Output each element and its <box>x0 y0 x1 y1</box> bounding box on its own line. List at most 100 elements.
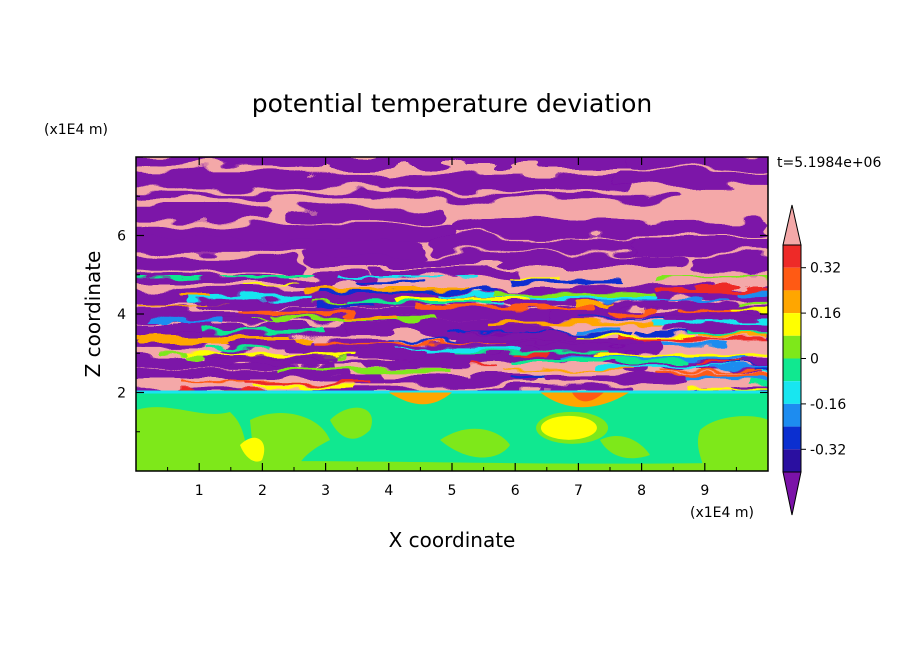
x-tick-label: 1 <box>195 483 204 499</box>
mixing-band <box>663 323 768 330</box>
mixing-band <box>767 333 768 340</box>
colorbar-min-arrow <box>782 471 802 516</box>
mixing-band <box>329 359 409 364</box>
mixing-filament <box>752 368 768 372</box>
band-segment <box>136 171 391 187</box>
band-segment <box>378 174 634 189</box>
band-segment <box>284 208 447 224</box>
colorbar-max-arrow <box>782 204 802 246</box>
colorbar-tick-label: 0 <box>810 352 819 368</box>
mixing-filament <box>188 294 311 300</box>
mixing-filament <box>344 299 494 304</box>
band-segment <box>136 157 334 167</box>
mixing-filament <box>508 277 560 280</box>
x-tick-label: 9 <box>700 483 709 499</box>
mixing-filament <box>730 309 768 312</box>
mixing-filament <box>656 287 768 292</box>
mixing-filament <box>344 315 397 320</box>
mixing-filament <box>147 318 223 323</box>
mixing-filament <box>680 309 742 313</box>
colorbar-segment <box>783 245 801 268</box>
band-segment <box>353 374 534 384</box>
mixing-filament <box>136 335 287 340</box>
lower-anomaly <box>330 407 372 439</box>
colorbar-tick-label: -0.16 <box>810 397 846 413</box>
mixing-filament <box>157 353 190 356</box>
mixing-band <box>200 355 342 359</box>
heatmap-field <box>136 157 768 471</box>
mixing-filament <box>574 328 617 332</box>
x-unit-label: (x1E4 m) <box>690 505 754 521</box>
mixing-filament <box>594 354 768 358</box>
mixing-filament <box>251 385 355 389</box>
colorbar-segment <box>783 381 801 404</box>
mixing-filament <box>597 298 729 302</box>
mixing-filament <box>318 289 499 293</box>
mixing-filament <box>509 279 621 285</box>
mixing-filament <box>176 353 356 356</box>
mixing-filament <box>684 388 768 391</box>
mixing-filament <box>685 332 768 334</box>
x-tick-label: 3 <box>321 483 330 499</box>
mixing-filament <box>576 316 669 319</box>
y-axis-label: Z coordinate <box>81 251 105 378</box>
colorbar-segment <box>783 358 801 382</box>
mixing-filament <box>487 321 663 326</box>
mixing-filament <box>596 365 738 368</box>
mixing-filament <box>662 341 728 346</box>
mixing-band <box>205 299 313 305</box>
mixing-filament <box>739 291 768 296</box>
band-segment <box>451 221 766 236</box>
colorbar-tick-label: 0.16 <box>810 306 841 322</box>
x-axis-label: X coordinate <box>389 528 516 552</box>
band-segment <box>366 191 677 199</box>
y-tick-label: 2 <box>117 386 126 402</box>
band-segment <box>426 237 640 251</box>
band-segment <box>136 257 303 273</box>
colorbar-segment <box>783 426 801 450</box>
mixing-filament <box>647 337 768 341</box>
x-tick-label: 7 <box>574 483 583 499</box>
mixing-filament <box>451 351 608 354</box>
x-tick-label: 6 <box>511 483 520 499</box>
mixing-filament <box>136 303 227 305</box>
chart-title: potential temperature deviation <box>252 89 652 118</box>
mixing-filament <box>393 296 529 301</box>
band-segment <box>136 239 423 253</box>
x-axis: 1 2 3 4 5 6 7 8 9 <box>167 157 737 499</box>
warm-anomaly <box>540 415 597 440</box>
band-segment <box>136 205 273 221</box>
band-segment <box>307 157 645 168</box>
lower-layer <box>136 390 768 471</box>
mixing-band <box>740 359 768 365</box>
x-tick-label: 5 <box>448 483 457 499</box>
colorbar-segment <box>783 267 801 291</box>
mixing-filament <box>575 301 614 307</box>
y-unit-label: (x1E4 m) <box>44 122 108 138</box>
band-segment <box>136 275 376 285</box>
mixing-filament <box>709 365 768 369</box>
mixing-band <box>637 303 713 310</box>
mixing-band <box>664 315 768 321</box>
colorbar-segment <box>783 335 801 359</box>
mixing-filament <box>354 280 427 284</box>
mixing-filament <box>660 370 768 373</box>
band-segment <box>136 190 371 197</box>
mixing-band <box>229 339 295 348</box>
mixing-filament <box>681 376 768 381</box>
interface-line <box>136 390 768 394</box>
mixing-filament <box>243 382 372 386</box>
band-segment <box>689 254 768 270</box>
warm-plume <box>388 392 452 405</box>
mixing-filament <box>204 346 271 350</box>
colorbar-segment <box>783 290 801 314</box>
mixing-band <box>171 314 275 320</box>
mixing-filament <box>337 275 477 278</box>
mixing-filament <box>504 295 655 300</box>
x-tick-label: 4 <box>384 483 393 499</box>
mixing-filament <box>502 367 635 370</box>
mixing-filament <box>494 292 654 296</box>
band-segment <box>305 252 687 268</box>
lower-anomaly <box>697 416 768 471</box>
